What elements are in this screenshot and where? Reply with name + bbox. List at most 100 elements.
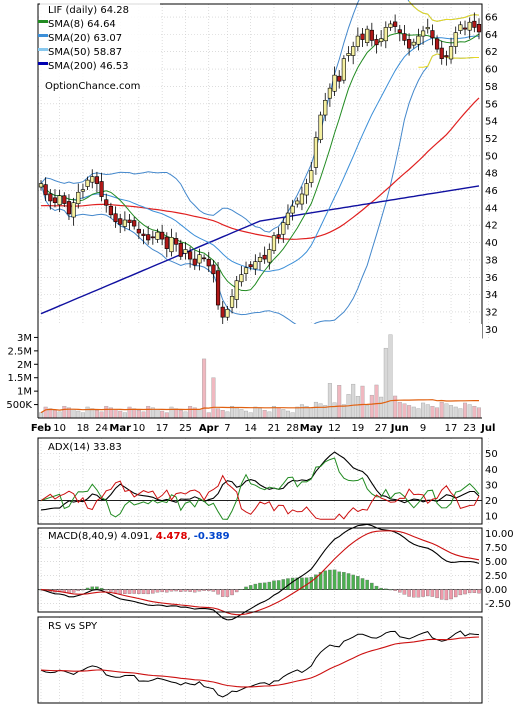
candle-body [80, 189, 86, 192]
price-y-tick: 56 [485, 99, 498, 110]
candle-body [290, 205, 295, 214]
volume-bar [220, 410, 225, 419]
macd-histogram-bar [416, 589, 421, 598]
macd-histogram-bar [444, 589, 449, 601]
volume-bar [360, 385, 365, 419]
x-axis-label: 9 [420, 423, 426, 434]
volume-bar [164, 412, 169, 419]
di-plus-line [40, 457, 480, 520]
macd-histogram-bar [435, 589, 439, 599]
candle-body [52, 197, 58, 203]
adx-y-tick: 50 [485, 449, 498, 460]
volume-bar [174, 408, 179, 419]
adx-y-tick: 20 [485, 496, 498, 507]
volume-bar [216, 408, 221, 419]
candle-body [351, 46, 356, 56]
macd-histogram-bar [351, 574, 355, 590]
candle-body [360, 33, 365, 40]
macd-histogram-bar [356, 576, 360, 590]
x-axis-label: 19 [351, 423, 364, 434]
macd-histogram-bar [188, 589, 192, 592]
macd-histogram-bar [379, 587, 383, 590]
price-y-tick: 38 [485, 255, 498, 266]
x-axis-label: 27 [375, 423, 388, 434]
volume-bar [197, 409, 202, 419]
candle-body [313, 137, 319, 168]
candle-body [271, 235, 277, 251]
volume-y-tick: 1.5M [7, 373, 32, 384]
macd-histogram-bar [81, 589, 85, 591]
x-axis-label: 28 [286, 423, 299, 434]
macd-frame [37, 527, 483, 613]
candle-body [127, 219, 132, 223]
volume-bar [136, 410, 141, 419]
candle-body [150, 236, 155, 239]
candle-body [309, 170, 314, 183]
candle-body [62, 195, 67, 204]
macd-histogram-bar [193, 589, 197, 593]
volume-bar [327, 383, 332, 419]
volume-bar [94, 410, 99, 419]
ticker-label: LIF (daily) 64.28 [48, 5, 129, 16]
macd-histogram-bar [290, 577, 295, 590]
macd-histogram-bar [402, 589, 407, 595]
rs-label: RS vs SPY [48, 621, 98, 632]
macd-histogram-bar [211, 589, 216, 592]
volume-bar [253, 406, 258, 419]
volume-bar [458, 408, 463, 419]
price-y-tick: 64 [485, 30, 498, 41]
volume-background [38, 324, 482, 418]
volume-bar [355, 396, 360, 419]
candle-body [295, 200, 300, 205]
candle-body [66, 201, 72, 215]
candle-body [206, 258, 211, 267]
volume-bar [407, 405, 412, 419]
x-axis-label: 17 [445, 423, 458, 434]
volume-bar [127, 406, 132, 419]
volume-bar [155, 409, 160, 419]
volume-bar [211, 377, 216, 419]
candle-body [388, 23, 393, 28]
price-y-tick: 46 [485, 186, 498, 197]
volume-bar [118, 410, 123, 419]
adx-label-bg [44, 440, 126, 452]
volume-bar [351, 383, 356, 419]
macd-histogram-bar [309, 576, 314, 590]
volume-bar [435, 407, 440, 419]
rs-panel [37, 616, 489, 704]
candle-body [439, 47, 444, 59]
macd-histogram-bar [393, 589, 397, 591]
candle-body [374, 39, 379, 46]
volume-bar [402, 403, 407, 419]
volume-bar [239, 409, 244, 419]
volume-bar [285, 410, 290, 419]
macd-histogram-bar [169, 589, 174, 592]
adx-y-tick: 30 [485, 480, 498, 491]
macd-histogram-bar [467, 589, 472, 594]
volume-bar [85, 406, 90, 419]
candle-body [393, 21, 398, 27]
x-axis-label: 12 [328, 423, 341, 434]
candle-body [108, 206, 113, 216]
macd-histogram-bar [346, 573, 351, 590]
volume-bar [313, 401, 318, 419]
macd-histogram-bar [71, 589, 76, 593]
x-axis-label: 10 [132, 423, 145, 434]
macd-histogram-bar [132, 589, 136, 594]
volume-bar [178, 410, 183, 419]
macd-histogram-bar [365, 579, 369, 590]
candle-body [434, 38, 440, 50]
candle-body [327, 87, 332, 99]
sma200-line [40, 185, 480, 315]
macd-histogram-bar [76, 589, 81, 592]
volume-bar [332, 402, 337, 419]
volume-bar [202, 358, 207, 419]
macd-histogram-bar [85, 587, 90, 590]
macd-histogram-bar [151, 589, 155, 594]
macd-histogram-bar [225, 589, 230, 597]
price-y-tick: 50 [485, 151, 498, 162]
macd-histogram-bar [337, 571, 341, 590]
candle-body [76, 191, 81, 205]
volume-bar [318, 403, 323, 419]
macd-histogram-bar [430, 589, 435, 597]
